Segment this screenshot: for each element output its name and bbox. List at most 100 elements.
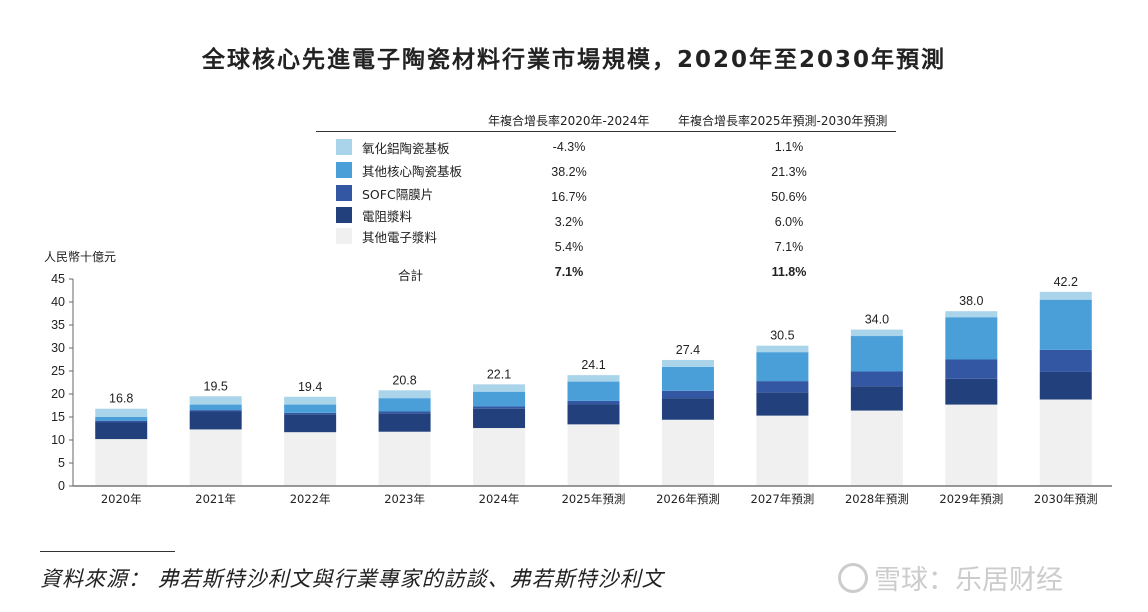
legend-swatch [336,185,352,201]
source-divider [40,551,175,552]
bar-segment [945,317,998,360]
bar-segment [567,424,620,486]
bar-total-label: 42.2 [1054,275,1078,289]
y-tick-label: 30 [51,341,65,355]
bar-segment [95,408,148,417]
cagr-value: -4.3% [552,140,586,154]
bar-segment [284,414,337,433]
bar-total-label: 38.0 [959,294,983,308]
legend-item-alumina: 氧化鋁陶瓷基板 [336,138,450,156]
bar-segment [850,371,903,387]
legend-item-sofc: SOFC隔膜片 [336,184,433,202]
bar-total-label: 19.4 [298,380,322,394]
cagr-total-value: 11.8% [771,265,807,279]
bar-segment [756,392,809,416]
bar-segment [756,345,809,353]
bar-segment [378,390,431,399]
legend-label: 電阻漿料 [362,208,413,224]
bar-segment [850,386,903,411]
y-tick-label: 25 [51,364,65,378]
bar-segment [284,404,337,413]
cagr-header-2020-2024: 年複合增長率2020年-2024年 [488,114,650,128]
legend-item-other-ceramic: 其他核心陶瓷基板 [336,161,462,179]
bar-segment [378,398,431,412]
bar-segment [1039,371,1092,400]
bar-segment [189,404,242,411]
y-tick-label: 10 [51,433,65,447]
bar-segment [945,378,998,405]
cagr-value: 6.0% [774,215,804,229]
cagr-value: 7.1% [774,240,804,254]
cagr-value: 50.6% [771,190,807,204]
bar-total-label: 22.1 [487,367,511,381]
legend-item-other-paste: 其他電子漿料 [336,227,437,245]
y-tick-label: 15 [51,410,65,424]
bar-segment [95,422,148,440]
legend-swatch [336,228,352,244]
legend-swatch [336,139,352,155]
bar-total-label: 24.1 [581,358,605,372]
bar-segment [756,352,809,382]
y-tick-label: 45 [51,272,65,286]
x-tick-label: 2026年預測 [656,492,720,506]
x-tick-label: 2025年預測 [562,492,626,506]
bar-total-label: 27.4 [676,343,700,357]
bar-segment [284,432,337,486]
bar-segment [189,396,242,405]
cagr-value: 1.1% [774,140,804,154]
x-tick-label: 2022年 [290,492,331,506]
bar-segment [661,359,714,367]
bar-segment [378,431,431,486]
bar-segment [1039,399,1092,486]
bar-segment [850,329,903,337]
bar-segment [473,384,526,392]
bar-total-label: 19.5 [204,379,228,393]
x-tick-label: 2028年預測 [845,492,909,506]
y-tick-label: 5 [58,456,65,470]
bar-total-label: 34.0 [865,313,889,327]
bar-segment [1039,291,1092,300]
bar-segment [473,408,526,429]
bar-segment [567,375,620,382]
bar-segment [95,417,148,421]
header-divider [316,131,896,132]
cagr-total-label: 合計 [398,268,424,283]
y-axis-unit-label: 人民幣十億元 [44,250,117,264]
bar-segment [95,439,148,486]
bar-segment [1039,299,1092,350]
x-tick-label: 2029年預測 [939,492,1003,506]
bar-segment [189,411,242,430]
bar-segment [661,419,714,486]
bar-total-label: 20.8 [392,373,416,387]
x-tick-label: 2021年 [195,492,236,506]
x-tick-label: 2030年預測 [1034,492,1098,506]
legend-label: 氧化鋁陶瓷基板 [362,140,450,156]
bar-segment [661,398,714,420]
watermark: 雪球：乐居财经 [838,558,1063,597]
cagr-value: 5.4% [554,240,584,254]
bar-segment [567,400,620,405]
bar-segment [189,429,242,486]
bar-segment [378,413,431,432]
bar-segment [189,410,242,412]
bar-segment [473,428,526,486]
bar-segment [473,391,526,407]
y-tick-label: 0 [58,479,65,493]
legend-swatch [336,162,352,178]
bar-segment [1039,349,1092,372]
bar-segment [95,420,148,423]
legend-label: 其他核心陶瓷基板 [362,163,463,179]
cagr-value: 16.7% [551,190,587,204]
chart-title: 全球核心先進電子陶瓷材料行業市場規模，2020年至2030年預測 [201,47,947,73]
watermark-text: 雪球：乐居财经 [874,565,1063,596]
cagr-header-2025-2030: 年複合增長率2025年預測-2030年預測 [678,114,888,128]
legend-swatch [336,207,352,223]
x-tick-label: 2020年 [101,492,142,506]
bar-segment [945,404,998,486]
bar-segment [567,404,620,425]
bar-total-label: 30.5 [770,329,794,343]
y-tick-label: 40 [51,295,65,309]
source-note: 資料來源： 弗若斯特沙利文與行業專家的訪談、弗若斯特沙利文 [40,567,664,591]
y-tick-label: 20 [51,387,65,401]
